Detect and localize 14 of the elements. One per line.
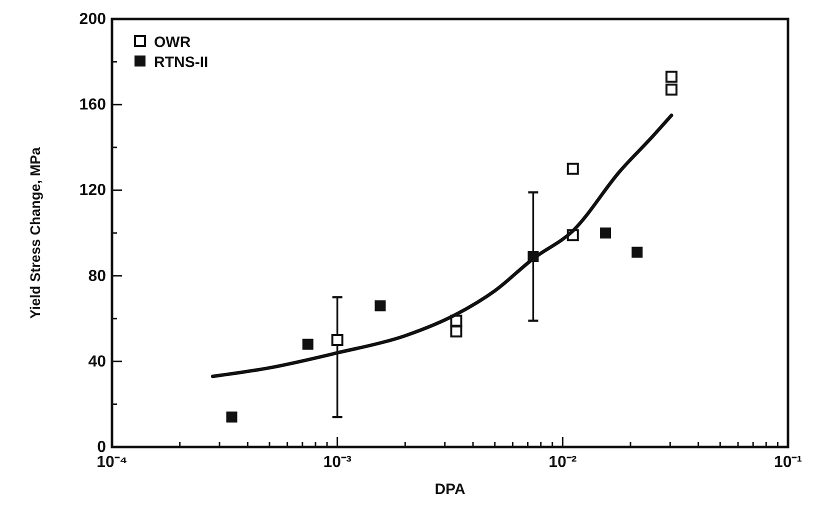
- x-tick-label: 10⁻²: [548, 454, 577, 471]
- legend-label: OWR: [154, 34, 191, 51]
- y-tick-label: 80: [88, 268, 106, 285]
- x-tick-label: 10⁻⁴: [96, 454, 128, 471]
- y-tick-label: 160: [79, 96, 106, 114]
- x-tick-label: 10⁻³: [323, 454, 352, 471]
- y-axis-title: Yield Stress Change, MPa: [27, 147, 43, 319]
- y-tick-label: 120: [79, 182, 106, 200]
- y-tick-label: 40: [88, 353, 106, 370]
- y-tick-label: 200: [79, 11, 106, 28]
- x-tick-label: 10⁻¹: [774, 454, 802, 471]
- legend-label: RTNS-II: [154, 54, 208, 71]
- x-axis-title: DPA: [434, 481, 466, 498]
- y-tick-label: 0: [97, 439, 106, 456]
